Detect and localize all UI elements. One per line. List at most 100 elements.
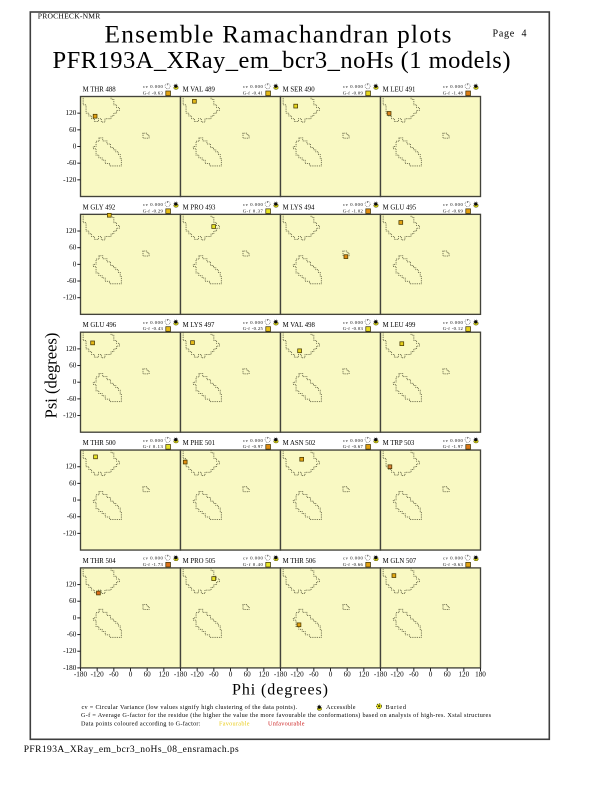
svg-text:60: 60 xyxy=(144,671,152,679)
svg-text:M THR 506: M THR 506 xyxy=(283,558,317,565)
svg-text:120: 120 xyxy=(358,671,369,679)
svg-text:-180: -180 xyxy=(63,664,77,672)
svg-text:M THR 500: M THR 500 xyxy=(83,440,117,447)
svg-text:M ASN 502: M ASN 502 xyxy=(283,440,316,447)
svg-text:60: 60 xyxy=(244,671,252,679)
svg-text:M LEU 491: M LEU 491 xyxy=(383,86,416,93)
svg-text:G-f -0.69: G-f -0.69 xyxy=(443,208,464,213)
svg-text:G-f -0.66: G-f -0.66 xyxy=(343,562,364,567)
svg-text:Phi (degrees): Phi (degrees) xyxy=(232,682,328,699)
svg-text:cv 0.000: cv 0.000 xyxy=(443,556,464,561)
svg-text:M VAL 498: M VAL 498 xyxy=(283,322,316,329)
svg-text:120: 120 xyxy=(66,463,77,471)
svg-text:Favourable: Favourable xyxy=(219,720,250,727)
svg-text:cv 0.000: cv 0.000 xyxy=(343,202,364,207)
svg-text:cv 0.000: cv 0.000 xyxy=(343,84,364,89)
svg-text:PFR193A_XRay_em_bcr3_noHs_08_e: PFR193A_XRay_em_bcr3_noHs_08_ensramach.p… xyxy=(24,745,239,755)
svg-text:G-f -0.12: G-f -0.12 xyxy=(443,326,464,331)
svg-text:120: 120 xyxy=(66,345,77,353)
svg-text:Buried: Buried xyxy=(386,704,407,711)
svg-text:G-f 0.37: G-f 0.37 xyxy=(243,208,264,213)
svg-text:M PRO 505: M PRO 505 xyxy=(183,558,216,565)
svg-text:G-f -0.25: G-f -0.25 xyxy=(243,326,264,331)
svg-text:cv 0.000: cv 0.000 xyxy=(443,320,464,325)
svg-text:G-f -0.09: G-f -0.09 xyxy=(343,91,364,96)
svg-text:-120: -120 xyxy=(63,647,77,655)
svg-text:-120: -120 xyxy=(63,411,77,419)
svg-text:0: 0 xyxy=(73,142,77,150)
svg-text:cv 0.000: cv 0.000 xyxy=(143,84,164,89)
svg-text:Psi (degrees): Psi (degrees) xyxy=(42,333,61,419)
svg-text:G-f -0.67: G-f -0.67 xyxy=(343,444,364,449)
svg-text:G-f 0.13: G-f 0.13 xyxy=(143,444,164,449)
svg-text:M GLY 492: M GLY 492 xyxy=(83,204,116,211)
svg-text:-60: -60 xyxy=(67,277,77,285)
svg-text:-120: -120 xyxy=(391,671,405,679)
svg-text:M PHE 501: M PHE 501 xyxy=(183,440,215,447)
svg-text:0: 0 xyxy=(429,671,433,679)
svg-text:G-f -1.02: G-f -1.02 xyxy=(343,208,364,213)
svg-text:G-f -0.03: G-f -0.03 xyxy=(343,326,364,331)
svg-text:PROCHECK-NMR: PROCHECK-NMR xyxy=(38,11,101,20)
svg-text:60: 60 xyxy=(444,671,452,679)
svg-text:cv 0.000: cv 0.000 xyxy=(343,556,364,561)
svg-text:M LYS 494: M LYS 494 xyxy=(283,204,315,211)
svg-text:Data points coloured according: Data points coloured according to G-fact… xyxy=(81,720,201,727)
svg-text:cv = Circular Variance (low va: cv = Circular Variance (low values signi… xyxy=(82,704,298,711)
svg-text:M GLU 496: M GLU 496 xyxy=(83,322,117,329)
svg-text:0: 0 xyxy=(329,671,333,679)
svg-text:G-f -0.43: G-f -0.43 xyxy=(143,326,164,331)
svg-text:M THR 488: M THR 488 xyxy=(83,86,117,93)
svg-text:G-f -0.63: G-f -0.63 xyxy=(143,91,164,96)
svg-text:180: 180 xyxy=(475,671,486,679)
svg-text:-60: -60 xyxy=(109,671,119,679)
svg-text:-60: -60 xyxy=(67,395,77,403)
svg-text:-180: -180 xyxy=(374,671,388,679)
svg-text:M VAL 489: M VAL 489 xyxy=(183,86,216,93)
svg-text:60: 60 xyxy=(344,671,352,679)
svg-text:cv 0.000: cv 0.000 xyxy=(343,320,364,325)
svg-text:-120: -120 xyxy=(63,529,77,537)
svg-text:60: 60 xyxy=(69,244,77,252)
svg-text:cv 0.000: cv 0.000 xyxy=(243,438,264,443)
svg-text:M SER 490: M SER 490 xyxy=(283,86,316,93)
svg-text:0: 0 xyxy=(129,671,133,679)
svg-text:cv 0.000: cv 0.000 xyxy=(443,438,464,443)
svg-text:120: 120 xyxy=(66,227,77,235)
svg-text:120: 120 xyxy=(158,671,169,679)
svg-text:cv 0.000: cv 0.000 xyxy=(443,84,464,89)
svg-text:0: 0 xyxy=(73,614,77,622)
svg-text:60: 60 xyxy=(69,597,77,605)
svg-text:cv 0.000: cv 0.000 xyxy=(143,556,164,561)
svg-text:G-f -0.29: G-f -0.29 xyxy=(143,208,164,213)
svg-text:cv 0.000: cv 0.000 xyxy=(243,556,264,561)
svg-text:cv 0.000: cv 0.000 xyxy=(143,320,164,325)
svg-text:Accessible: Accessible xyxy=(326,704,356,711)
svg-text:-60: -60 xyxy=(409,671,419,679)
svg-text:G-f = Average G-factor for the: G-f = Average G-factor for the residue (… xyxy=(81,712,492,719)
svg-text:M PRO 493: M PRO 493 xyxy=(183,204,216,211)
svg-text:Page 4: Page 4 xyxy=(493,28,527,39)
svg-text:-180: -180 xyxy=(74,671,88,679)
svg-text:M GLU 495: M GLU 495 xyxy=(383,204,417,211)
svg-text:cv 0.000: cv 0.000 xyxy=(143,438,164,443)
svg-text:120: 120 xyxy=(258,671,269,679)
svg-text:-180: -180 xyxy=(274,671,288,679)
svg-text:60: 60 xyxy=(69,361,77,369)
svg-text:0: 0 xyxy=(229,671,233,679)
svg-text:-60: -60 xyxy=(309,671,319,679)
svg-text:G-f -0.97: G-f -0.97 xyxy=(243,444,264,449)
svg-text:120: 120 xyxy=(66,581,77,589)
svg-text:120: 120 xyxy=(458,671,469,679)
svg-text:-120: -120 xyxy=(191,671,205,679)
svg-text:120: 120 xyxy=(66,109,77,117)
svg-text:0: 0 xyxy=(73,378,77,386)
svg-text:cv 0.000: cv 0.000 xyxy=(443,202,464,207)
svg-text:G-f -1.73: G-f -1.73 xyxy=(143,562,164,567)
svg-text:G-f -1.97: G-f -1.97 xyxy=(443,444,464,449)
svg-text:Ensemble Ramachandran plots: Ensemble Ramachandran plots xyxy=(105,21,452,49)
svg-text:60: 60 xyxy=(69,479,77,487)
svg-text:-120: -120 xyxy=(63,294,77,302)
svg-text:-120: -120 xyxy=(91,671,105,679)
svg-text:M GLN 507: M GLN 507 xyxy=(383,558,417,565)
